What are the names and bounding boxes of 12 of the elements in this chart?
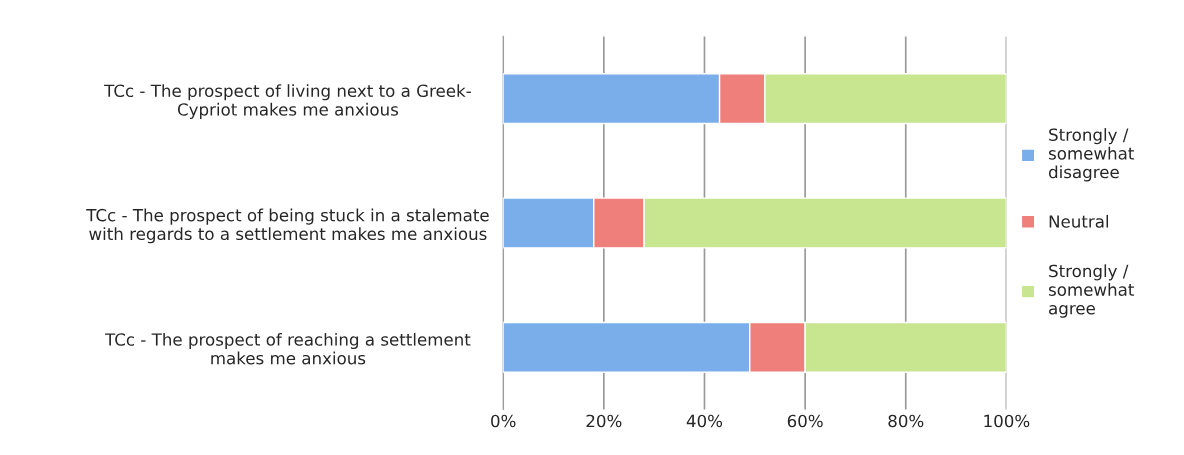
x-tick-label: 40% xyxy=(686,414,723,428)
legend-label: Neutral xyxy=(1049,214,1109,228)
y-tick-label: TCc - The prospect of being stuck in a stalemate with regards to a settlement makes me anxious xyxy=(86,208,489,244)
x-tick-label: 0% xyxy=(491,414,516,428)
legend-label: Strongly / somewhat disagree xyxy=(1048,128,1134,182)
x-tick-label: 100% xyxy=(984,414,1030,428)
x-tick-label: 80% xyxy=(888,414,924,428)
legend-label: Strongly / somewhat agree xyxy=(1048,264,1134,318)
y-tick-label: TCc - The prospect of reaching a settlement makes me anxious xyxy=(104,332,471,365)
x-tick-label: 20% xyxy=(586,414,622,428)
y-tick-label: TCc - The prospect of living next to a Greek- Cypriot makes me anxious xyxy=(104,84,471,119)
x-tick-label: 60% xyxy=(787,414,823,428)
